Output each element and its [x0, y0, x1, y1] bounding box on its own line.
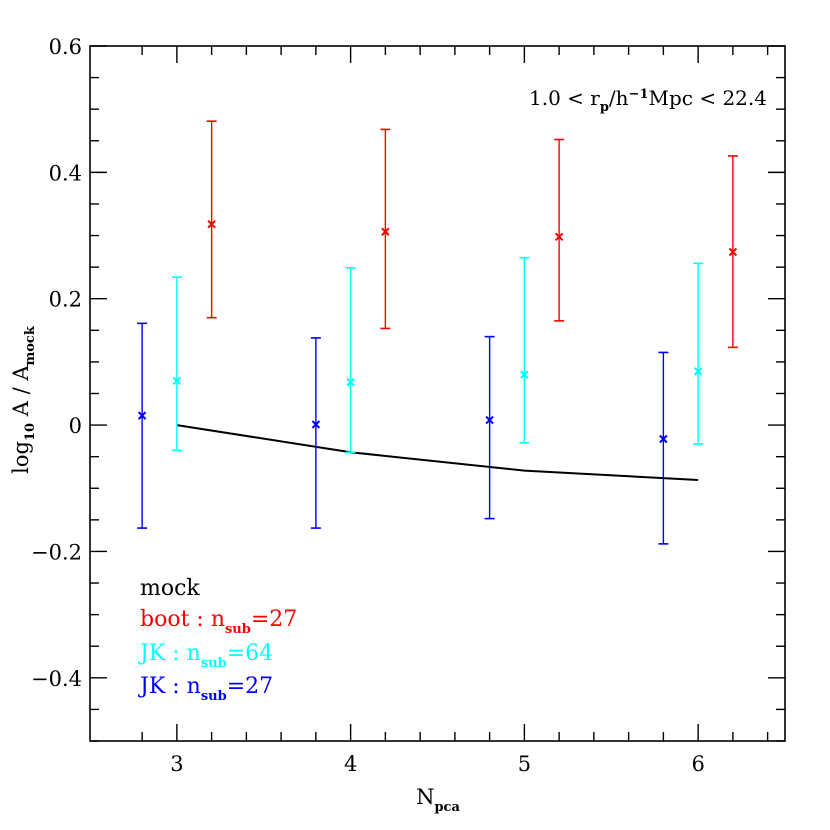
y-tick-label: −0.2 [31, 540, 82, 564]
plot-frame [89, 45, 786, 742]
x-tick-label: 3 [170, 752, 183, 776]
y-tick-label: −0.4 [31, 667, 82, 691]
mock-line [176, 424, 699, 482]
y-tick-label: 0 [69, 414, 82, 438]
series-mock [176, 424, 699, 482]
data-point [693, 367, 703, 376]
series-layer [137, 120, 738, 545]
y-tick-label: 0.2 [49, 288, 82, 312]
data-point [137, 411, 147, 420]
annotation-label: 1.0 < rp/h−1Mpc < 22.4 [529, 86, 767, 115]
x-tick-label: 6 [691, 752, 704, 776]
legend-entry-jk64: JK : nsub=64 [138, 641, 273, 671]
data-point [346, 377, 355, 387]
series-boot [206, 120, 738, 349]
x-tick-label: 5 [518, 752, 531, 776]
legend-entry-mock: mock [140, 576, 200, 601]
series-JK27 [137, 322, 669, 545]
data-point [207, 219, 216, 229]
data-point [485, 415, 494, 425]
series-JK64 [171, 256, 704, 454]
axis-ticks [90, 45, 785, 742]
axis-tick-labels: 3 4 5 6 −0.4 −0.2 0 0.2 0.4 0.6 [31, 35, 705, 776]
data-point [728, 247, 738, 257]
legend-entry-jk27: JK : nsub=27 [138, 674, 273, 704]
legend-entry-boot: boot : nsub=27 [140, 607, 297, 637]
data-point [381, 227, 390, 236]
data-point [172, 376, 182, 386]
data-point [659, 434, 668, 444]
data-point [554, 232, 564, 242]
y-tick-label: 0.4 [49, 161, 82, 185]
x-axis-title: Npca [416, 785, 460, 815]
data-point [520, 370, 529, 379]
legend: mock boot : nsub=27 JK : nsub=64 JK : ns… [138, 576, 297, 704]
data-point [311, 420, 321, 429]
legend-text-mock: mock [140, 576, 200, 601]
y-tick-label: 0.6 [49, 35, 82, 59]
x-tick-label: 4 [344, 752, 357, 776]
y-axis-title: log10 A / Amock [9, 325, 38, 474]
